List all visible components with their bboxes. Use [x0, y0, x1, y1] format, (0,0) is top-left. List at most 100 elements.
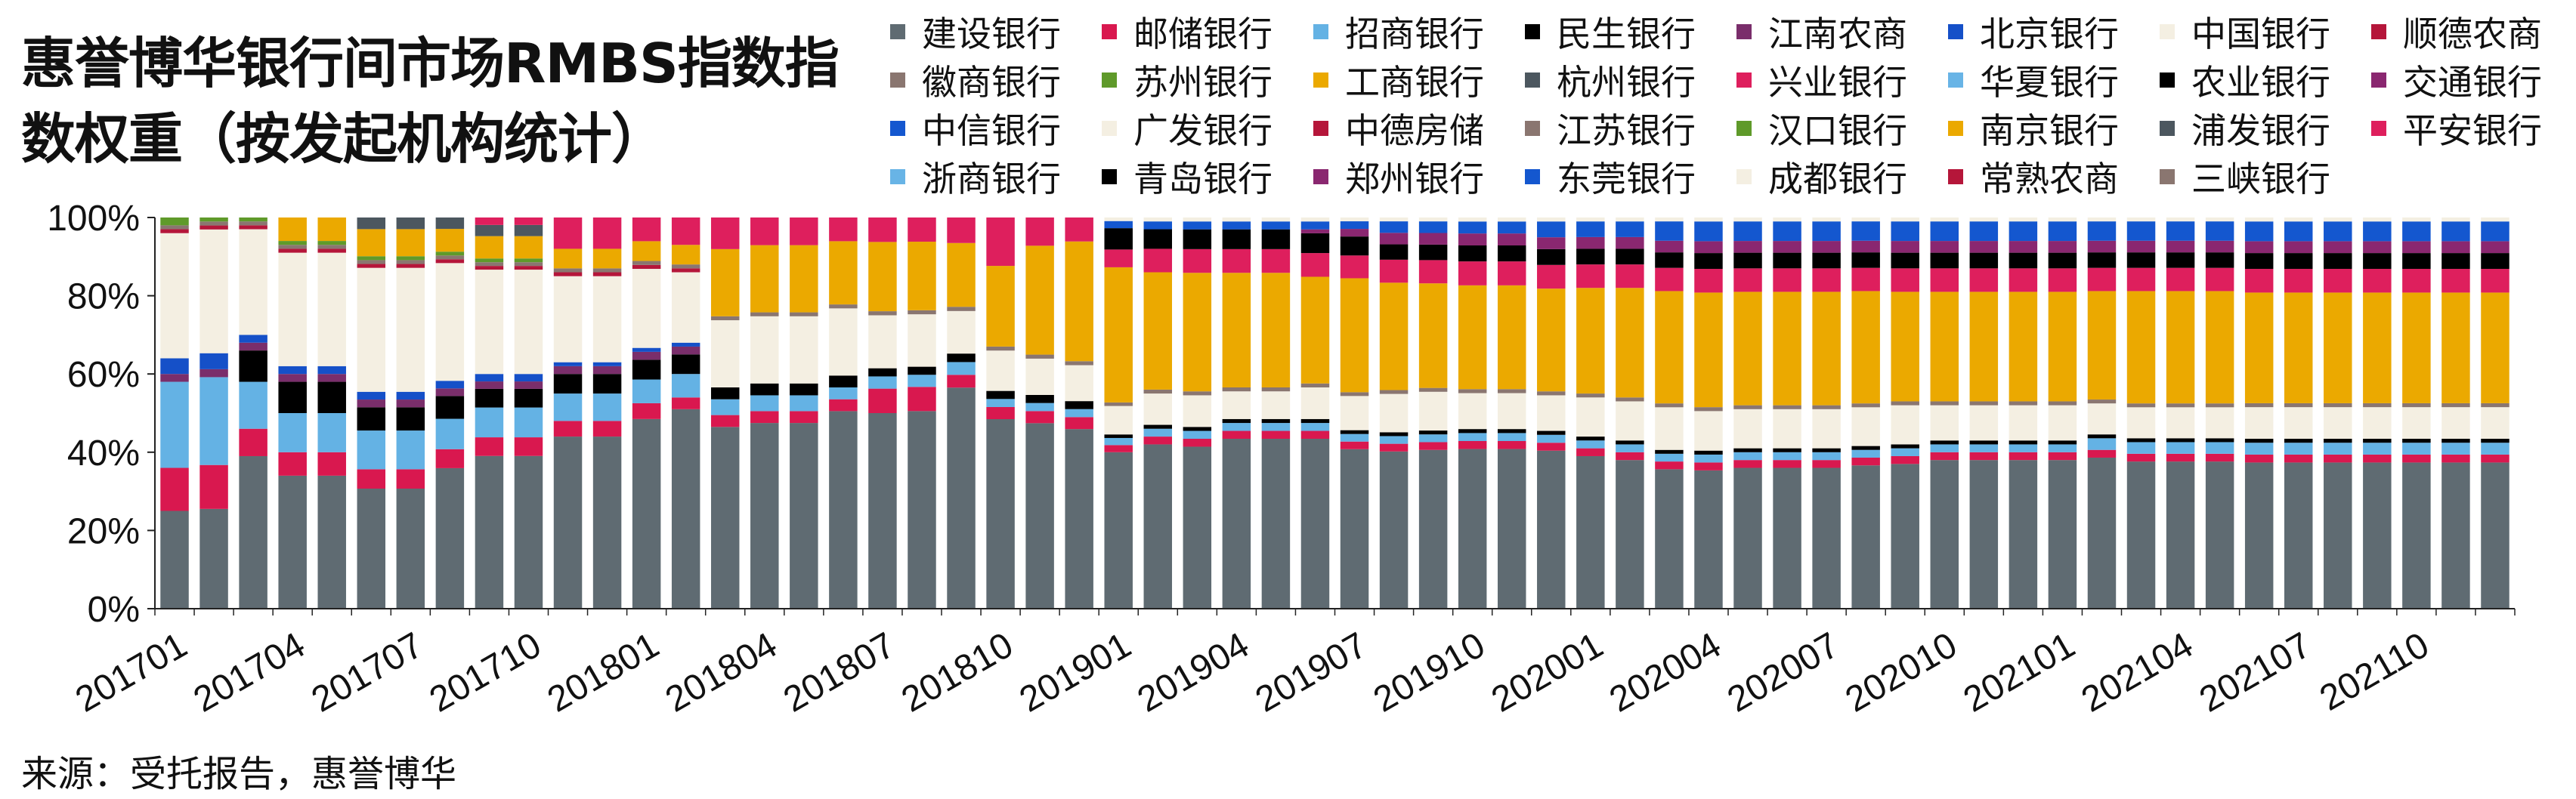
- bar-segment: [2126, 221, 2156, 241]
- legend-swatch: [890, 121, 905, 136]
- bar-segment: [160, 229, 189, 233]
- bar-segment: [1025, 217, 1054, 246]
- bar-segment: [1655, 407, 1684, 450]
- bar-segment: [1576, 397, 1605, 437]
- legend-label: 浦发银行: [2191, 110, 2330, 151]
- legend-item: 青岛银行: [1102, 153, 1273, 201]
- bar-segment: [2009, 440, 2038, 445]
- bar-segment: [986, 266, 1015, 347]
- bar-segment: [1261, 387, 1291, 392]
- bar-segment: [1458, 221, 1487, 234]
- bar-segment: [1773, 268, 1801, 292]
- bar-segment: [2284, 253, 2313, 270]
- bar-segment: [357, 217, 386, 230]
- legend-swatch: [2371, 121, 2386, 136]
- bar-segment: [1458, 261, 1487, 285]
- bar-segment: [1851, 457, 1880, 466]
- bar-segment: [1969, 444, 1999, 452]
- bar-segment: [1812, 221, 1841, 242]
- bar-segment: [2244, 221, 2274, 242]
- bar-segment: [1576, 448, 1605, 456]
- bar-segment: [1851, 221, 1880, 241]
- bar-segment: [1851, 240, 1880, 253]
- bar-segment: [908, 366, 936, 375]
- bar-segment: [2166, 403, 2195, 408]
- bar-segment: [2441, 403, 2470, 408]
- bar-segment: [317, 245, 346, 249]
- bar-segment: [1497, 261, 1526, 285]
- bar-segment: [1655, 449, 1684, 454]
- bar-segment: [2244, 439, 2274, 443]
- bar-segment: [1655, 403, 1684, 408]
- x-tick-label: 202001: [1485, 625, 1610, 720]
- bar-segment: [1694, 217, 1723, 222]
- bar-segment: [1340, 441, 1369, 449]
- bar-segment: [2324, 454, 2352, 463]
- bar-segment: [2481, 241, 2510, 254]
- bar-segment: [1183, 439, 1212, 447]
- bar-segment: [1969, 268, 1999, 292]
- bar-segment: [1261, 423, 1291, 431]
- bar-segment: [1104, 406, 1133, 435]
- bar-segment: [435, 229, 465, 252]
- legend-label: 交通银行: [2403, 62, 2542, 103]
- bar-segment: [1418, 233, 1448, 245]
- legend-swatch: [1948, 24, 1963, 39]
- bar-segment: [750, 245, 779, 313]
- legend-swatch: [2371, 72, 2386, 88]
- bar-segment: [278, 245, 307, 249]
- bar-segment: [2284, 217, 2313, 222]
- bar-segment: [2324, 407, 2352, 440]
- bar-segment: [1143, 217, 1173, 222]
- bar-segment: [2009, 292, 2038, 402]
- bar-segment: [1891, 217, 1919, 222]
- bar-segment: [2402, 407, 2431, 440]
- x-tick-label: 201704: [187, 625, 311, 720]
- x-tick-label: 201807: [777, 625, 901, 720]
- bar-segment: [790, 316, 818, 384]
- bar-segment: [2441, 217, 2470, 222]
- bar-segment: [1458, 441, 1487, 449]
- legend-swatch: [1313, 121, 1328, 136]
- legend-swatch: [1313, 72, 1328, 88]
- bar-segment: [2205, 252, 2234, 268]
- bar-segment: [1851, 449, 1880, 458]
- bar-segment: [514, 270, 543, 375]
- bar-segment: [357, 469, 386, 489]
- bar-segment: [2244, 454, 2274, 463]
- bar-segment: [2284, 407, 2313, 440]
- bar-segment: [278, 413, 307, 452]
- x-tick-label: 201707: [305, 625, 430, 720]
- bar-segment: [357, 489, 386, 609]
- bar-segment: [1340, 449, 1369, 609]
- bar-segment: [199, 229, 228, 353]
- bar-segment: [1458, 429, 1487, 433]
- bar-segment: [1497, 217, 1526, 222]
- bar-segment: [750, 312, 779, 316]
- bar-segment: [1733, 268, 1762, 292]
- bar-segment: [632, 351, 661, 360]
- legend-item: 三峡银行: [2160, 153, 2330, 201]
- bar-segment: [1969, 241, 1999, 253]
- bar-segment: [1969, 221, 1999, 242]
- bar-segment: [947, 242, 976, 307]
- bar-segment: [1616, 397, 1644, 402]
- bar-segment: [1616, 288, 1644, 398]
- bar-segment: [396, 267, 425, 392]
- x-tick-label: 202010: [1839, 625, 1964, 720]
- bar-segment: [908, 375, 936, 387]
- bar-segment: [1773, 409, 1801, 449]
- bar-segment: [514, 266, 543, 270]
- bar-segment: [160, 217, 189, 226]
- bar-segment: [2166, 217, 2195, 222]
- bar-segment: [435, 396, 465, 419]
- bar-segment: [2048, 252, 2077, 269]
- bar-segment: [2009, 452, 2038, 461]
- bar-segment: [2126, 453, 2156, 462]
- bar-segment: [947, 362, 976, 375]
- bar-segment: [1851, 403, 1880, 408]
- bar-segment: [199, 508, 228, 609]
- legend-swatch: [2160, 121, 2175, 136]
- bar-segment: [1891, 292, 1919, 402]
- bar-segment: [1576, 440, 1605, 449]
